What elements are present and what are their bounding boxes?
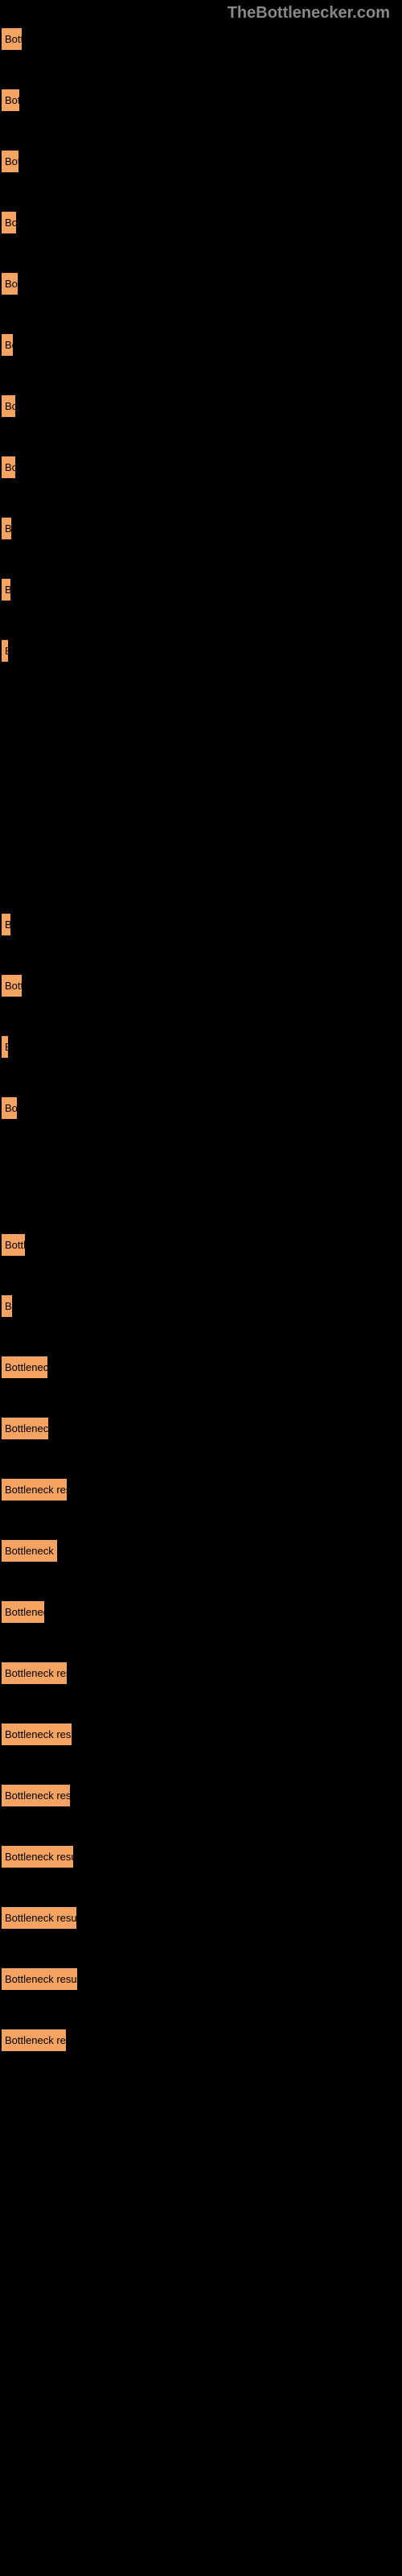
bar-row: Bottleneck result bbox=[0, 1232, 402, 1261]
chart-bar[interactable]: Bottleneck result bbox=[0, 1661, 68, 1686]
bar-row: Bottleneck result bbox=[0, 455, 402, 484]
chart-bar[interactable]: Bottleneck result bbox=[0, 2028, 68, 2053]
bar-row: Bottleneck result bbox=[0, 149, 402, 178]
bar-row: Bottleneck result bbox=[0, 210, 402, 239]
bar-row: Bottleneck result bbox=[0, 88, 402, 117]
chart-bar[interactable]: Bottleneck result bbox=[0, 1538, 59, 1563]
chart-bar[interactable]: Bottleneck result bbox=[0, 1722, 73, 1747]
chart-bar[interactable]: Bottleneck result bbox=[0, 1355, 49, 1380]
chart-bar[interactable]: Bottleneck result bbox=[0, 1783, 72, 1808]
bar-row: Bottleneck result bbox=[0, 1355, 402, 1384]
chart-bar[interactable]: Bottleneck result bbox=[0, 1477, 68, 1502]
chart-bar[interactable]: Bottleneck result bbox=[0, 88, 21, 113]
bar-row: Bottleneck result bbox=[0, 1661, 402, 1690]
chart-bar[interactable]: Bottleneck result bbox=[0, 912, 12, 937]
bar-row: Bottleneck result bbox=[0, 394, 402, 423]
bar-row: Bottleneck result bbox=[0, 516, 402, 545]
chart-bar[interactable]: Bottleneck result bbox=[0, 1096, 18, 1121]
site-title: TheBottlenecker.com bbox=[228, 4, 390, 22]
bar-row: Bottleneck result bbox=[0, 1096, 402, 1125]
chart-bar[interactable]: Bottleneck result bbox=[0, 638, 10, 663]
bar-row: Bottleneck result bbox=[0, 1538, 402, 1567]
chart-bar[interactable]: Bottleneck result bbox=[0, 394, 17, 419]
chart-bar[interactable]: Bottleneck result bbox=[0, 332, 14, 357]
chart-bar[interactable]: Bottleneck result bbox=[0, 210, 18, 235]
chart-bar[interactable]: Bottleneck result bbox=[0, 271, 19, 296]
chart-bar[interactable]: Bottleneck result bbox=[0, 455, 17, 480]
chart-bar[interactable]: Bottleneck result bbox=[0, 516, 13, 541]
bar-row: Bottleneck result bbox=[0, 638, 402, 667]
bar-row: Bottleneck result bbox=[0, 577, 402, 606]
chart-bar[interactable]: Bottleneck result bbox=[0, 149, 20, 174]
bar-chart: Bottleneck result Bottleneck result Bottle… bbox=[0, 27, 402, 2068]
site-header: TheBottlenecker.com bbox=[0, 0, 402, 27]
bar-row: Bottleneck result bbox=[0, 1294, 402, 1323]
bar-row: Bottleneck result bbox=[0, 1416, 402, 1445]
bar-row: Bottleneck result bbox=[0, 27, 402, 56]
bar-row: Bottleneck result bbox=[0, 1967, 402, 1996]
chart-bar[interactable]: Bottleneck result bbox=[0, 1232, 27, 1257]
bar-row: Bottleneck result bbox=[0, 912, 402, 941]
chart-bar[interactable]: Bottleneck result bbox=[0, 1600, 46, 1624]
chart-bar[interactable]: Bottleneck result bbox=[0, 577, 12, 602]
bar-row: Bottleneck result bbox=[0, 973, 402, 1002]
chart-bar[interactable]: Bottleneck result bbox=[0, 1844, 75, 1869]
bar-row: Bottleneck result bbox=[0, 271, 402, 300]
chart-bar[interactable]: Bottleneck result bbox=[0, 1905, 78, 1930]
bar-row: Bottleneck result bbox=[0, 1905, 402, 1934]
chart-bar[interactable]: Bottleneck result bbox=[0, 973, 23, 998]
chart-bar[interactable]: Bottleneck result bbox=[0, 1034, 10, 1059]
bar-row: Bottleneck result bbox=[0, 332, 402, 361]
chart-bar[interactable]: Bottleneck result bbox=[0, 1967, 79, 1992]
bar-row: Bottleneck result bbox=[0, 1783, 402, 1812]
chart-bar[interactable]: Bottleneck result bbox=[0, 27, 23, 52]
bar-row: Bottleneck result bbox=[0, 1722, 402, 1751]
bar-row: Bottleneck result bbox=[0, 2028, 402, 2057]
bar-row: Bottleneck result bbox=[0, 1844, 402, 1873]
bar-row: Bottleneck result bbox=[0, 1477, 402, 1506]
bar-row: Bottleneck result bbox=[0, 1034, 402, 1063]
chart-bar[interactable]: Bottleneck result bbox=[0, 1416, 50, 1441]
bar-row: Bottleneck result bbox=[0, 1600, 402, 1629]
chart-bar[interactable]: Bottleneck result bbox=[0, 1294, 14, 1319]
